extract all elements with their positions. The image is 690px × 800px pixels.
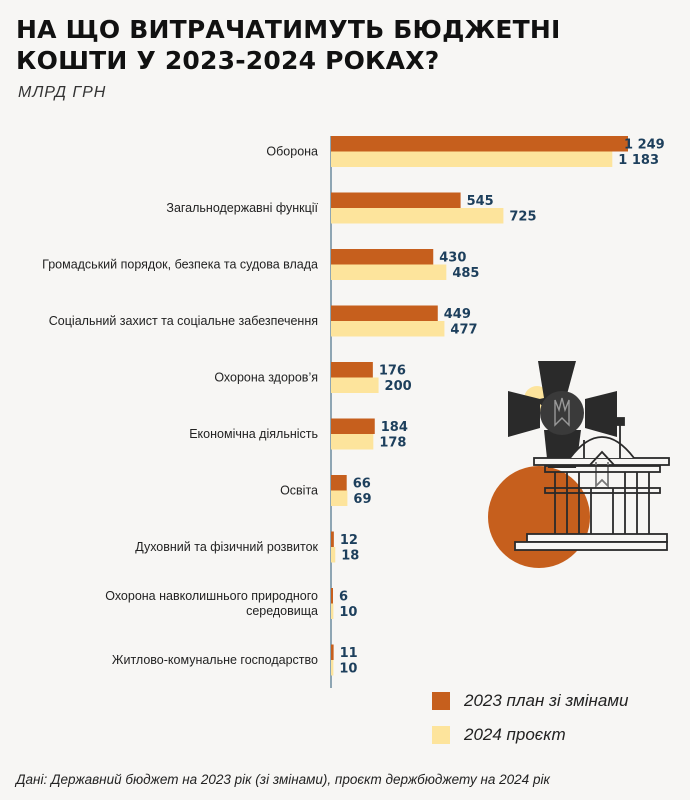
bar-2024 <box>331 264 447 280</box>
legend-swatch-2024 <box>432 726 450 744</box>
bar-2023 <box>331 418 375 434</box>
value-label-2023: 176 <box>379 364 406 379</box>
bar-2023 <box>331 192 461 208</box>
parliament-building-icon <box>514 417 670 551</box>
legend-item-2023: 2023 план зі змінами <box>432 690 628 712</box>
category-label: Освіта <box>280 484 318 498</box>
value-label-2023: 1 249 <box>624 138 665 153</box>
bar-2024 <box>331 547 336 563</box>
bar-2024 <box>331 434 374 450</box>
legend-swatch-2023 <box>432 692 450 710</box>
source-note: Дані: Державний бюджет на 2023 рік (зі з… <box>16 772 550 787</box>
bar-2023 <box>331 588 333 604</box>
bar-2023 <box>331 136 628 152</box>
cross-emblem-icon <box>508 361 617 468</box>
bar-2024 <box>331 603 334 619</box>
bar-2023 <box>331 249 434 265</box>
bar-2023 <box>331 531 334 547</box>
category-label: Соціальний захист та соціальне забезпече… <box>49 314 318 328</box>
bar-2023 <box>331 305 438 321</box>
value-label-2024: 200 <box>385 379 412 394</box>
value-label-2024: 10 <box>339 605 357 620</box>
category-label: Громадський порядок, безпека та судова в… <box>42 258 318 272</box>
category-label: Охорона навколишнього природного середови… <box>105 589 318 618</box>
bar-2023 <box>331 644 334 660</box>
chart-legend: 2023 план зі змінами 2024 проєкт <box>432 690 628 758</box>
bar-2024 <box>331 377 379 393</box>
value-label-2023: 184 <box>381 420 408 435</box>
value-label-2023: 12 <box>340 533 358 548</box>
value-label-2024: 1 183 <box>618 153 659 168</box>
orange-circle-shape <box>488 466 590 568</box>
category-label: Загальнодержавні функції <box>166 201 318 215</box>
bar-2024 <box>331 490 348 506</box>
value-label-2024: 178 <box>379 436 406 451</box>
category-label: Економічна діяльність <box>189 427 318 441</box>
legend-label-2024: 2024 проєкт <box>464 725 566 744</box>
category-label: Житлово-комунальне господарство <box>112 653 318 667</box>
chart-title: НА ЩО ВИТРАЧАТИМУТЬ БЮДЖЕТНІ КОШТИ У 202… <box>16 15 561 75</box>
category-label: Охорона здоров’я <box>214 371 318 385</box>
category-label: Оборона <box>266 145 318 159</box>
value-label-2023: 11 <box>340 646 358 661</box>
legend-label-2023: 2023 план зі змінами <box>464 691 629 710</box>
value-label-2024: 69 <box>353 492 371 507</box>
bar-2023 <box>331 475 347 491</box>
value-label-2024: 725 <box>509 210 536 225</box>
chart-subtitle: МЛРД ГРН <box>18 84 107 101</box>
value-label-2023: 6 <box>339 590 348 605</box>
bar-2023 <box>331 362 373 378</box>
value-label-2024: 18 <box>341 549 359 564</box>
bar-2024 <box>331 208 504 224</box>
value-label-2023: 430 <box>439 251 466 266</box>
category-label: Духовний та фізичний розвиток <box>135 540 318 554</box>
value-label-2023: 545 <box>467 194 494 209</box>
value-label-2023: 449 <box>444 307 471 322</box>
value-label-2024: 485 <box>452 266 479 281</box>
bar-2024 <box>331 151 613 167</box>
bar-2024 <box>331 660 334 676</box>
budget-illustration <box>488 361 670 568</box>
value-label-2023: 66 <box>353 477 371 492</box>
value-label-2024: 10 <box>339 662 357 677</box>
legend-item-2024: 2024 проєкт <box>432 724 628 746</box>
bar-2024 <box>331 321 445 337</box>
value-label-2024: 477 <box>450 323 477 338</box>
